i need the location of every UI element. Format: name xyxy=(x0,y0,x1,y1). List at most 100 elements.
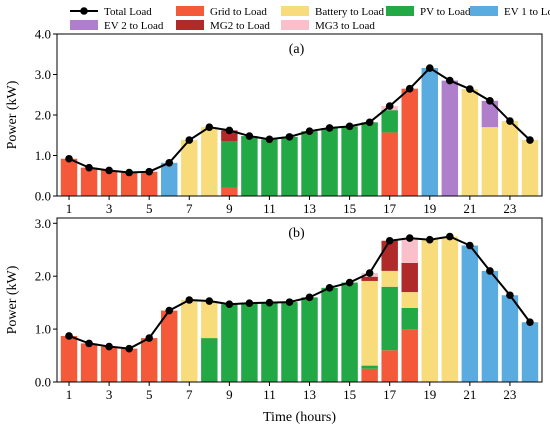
bar-pv-h16 xyxy=(361,365,378,369)
total-load-line xyxy=(68,66,531,174)
total-load-point-h20 xyxy=(446,76,454,85)
bar-pv-h17 xyxy=(381,110,398,133)
total-load-point-h8 xyxy=(205,297,214,305)
total-load-point-h17 xyxy=(385,102,394,110)
y-tick-label: 2.0 xyxy=(35,108,51,123)
x-tick-label: 7 xyxy=(186,387,193,402)
total-load-point-h18 xyxy=(405,234,414,242)
bar-battery-h18 xyxy=(401,292,418,308)
x-tick-label: 23 xyxy=(503,201,516,216)
bar-grid-h2 xyxy=(80,167,98,196)
total-load-point-h7 xyxy=(185,136,194,144)
bar-grid-h4 xyxy=(120,172,138,196)
total-load-point-h21 xyxy=(466,241,474,250)
y-tick-label: 1.0 xyxy=(35,148,51,163)
bar-ev1-h22 xyxy=(481,270,499,382)
x-tick-label: 7 xyxy=(186,201,193,216)
total-load-point-h19 xyxy=(425,64,434,72)
bar-ev1-h21 xyxy=(461,245,479,382)
total-load-point-h24 xyxy=(526,136,534,144)
bar-ev1-h19 xyxy=(421,68,438,196)
legend-label: Grid to Load xyxy=(210,6,267,18)
y-tick-label: 1.0 xyxy=(35,322,51,337)
bar-mg2-h9 xyxy=(221,130,238,142)
bar-ev1-h23 xyxy=(501,295,519,382)
bar-pv-h11 xyxy=(261,139,278,196)
total-load-point-h6 xyxy=(165,158,174,167)
total-load-point-h16 xyxy=(365,118,374,127)
bar-pv-h15 xyxy=(341,282,358,382)
bar-pv-h13 xyxy=(301,131,318,196)
legend-swatch-pv xyxy=(386,6,414,16)
bar-grid-h3 xyxy=(100,170,118,196)
bar-pv-h15 xyxy=(341,126,358,196)
bar-pv-h14 xyxy=(321,127,338,196)
x-tick-label: 13 xyxy=(303,387,316,402)
legend-label: MG3 to Load xyxy=(315,20,375,32)
total-load-point-h16 xyxy=(365,269,374,277)
panel-tag: (b) xyxy=(288,226,305,241)
bar-pv-h11 xyxy=(261,302,278,382)
total-load-point-h22 xyxy=(486,267,494,275)
total-load-point-h23 xyxy=(506,291,514,300)
y-tick-label: 4.0 xyxy=(35,27,51,42)
bar-battery-h17 xyxy=(381,270,398,287)
bar-pv-h12 xyxy=(281,302,298,382)
legend-label: Total Load xyxy=(104,6,152,18)
bar-grid-h9 xyxy=(221,187,238,196)
x-tick-label: 21 xyxy=(463,387,476,402)
total-load-point-h7 xyxy=(185,296,194,304)
bar-pv-h14 xyxy=(321,287,338,382)
bar-pv-h8 xyxy=(201,338,218,382)
bar-pv-h9 xyxy=(221,304,238,382)
legend-label: MG2 to Load xyxy=(210,20,270,32)
total-load-point-h15 xyxy=(345,278,354,287)
bar-battery-h8 xyxy=(201,301,218,339)
bar-pv-h10 xyxy=(241,303,258,382)
total-load-point-h5 xyxy=(145,167,153,176)
legend-swatch-mg3 xyxy=(281,20,309,30)
bar-grid-h1 xyxy=(60,335,78,382)
bar-battery-h19 xyxy=(421,239,438,382)
bar-grid-h2 xyxy=(80,343,98,382)
x-tick-label: 19 xyxy=(423,201,436,216)
total-load-point-h6 xyxy=(165,306,174,315)
total-load-point-h18 xyxy=(405,84,414,93)
x-tick-label: 11 xyxy=(263,387,276,402)
total-load-point-h2 xyxy=(85,163,93,172)
total-load-point-h14 xyxy=(325,124,334,132)
legend-label: EV 2 to Load xyxy=(104,20,164,32)
bar-mg2-h16 xyxy=(361,276,378,281)
bar-battery-h21 xyxy=(461,89,479,196)
bar-mg2-h17 xyxy=(381,240,398,271)
bar-grid-h18 xyxy=(401,329,418,382)
bar-pv-h17 xyxy=(381,286,398,351)
x-tick-label: 5 xyxy=(146,201,153,216)
x-tick-label: 9 xyxy=(226,387,233,402)
bar-ev2-h22 xyxy=(481,100,499,128)
total-load-point-h8 xyxy=(205,123,214,131)
total-load-point-h3 xyxy=(105,342,113,351)
legend-swatch-ev2 xyxy=(70,20,98,30)
total-load-point-h1 xyxy=(65,332,73,340)
total-load-point-h24 xyxy=(526,318,534,327)
bar-battery-h22 xyxy=(481,127,499,196)
bar-ev1-h24 xyxy=(521,322,539,382)
legend-label: Battery to Load xyxy=(315,6,385,18)
total-load-point-h13 xyxy=(305,127,314,135)
bar-group xyxy=(60,236,539,382)
total-load-point-h17 xyxy=(385,236,394,245)
total-load-point-h10 xyxy=(245,132,254,140)
x-tick-label: 3 xyxy=(106,201,113,216)
panel-b: 0.01.02.03.01 3 5 7 9 11 13 15 17 19 21 23(b)Power … xyxy=(5,216,543,402)
bar-battery-h23 xyxy=(501,121,519,196)
total-load-point-h23 xyxy=(506,117,514,125)
total-load-point-h19 xyxy=(425,235,434,244)
bar-pv-h16 xyxy=(361,122,378,196)
total-load-point-h11 xyxy=(265,298,274,307)
total-load-point-h9 xyxy=(225,126,234,135)
total-load-point-h5 xyxy=(145,334,153,342)
total-load-point-h3 xyxy=(105,166,113,175)
bar-group xyxy=(60,68,539,196)
